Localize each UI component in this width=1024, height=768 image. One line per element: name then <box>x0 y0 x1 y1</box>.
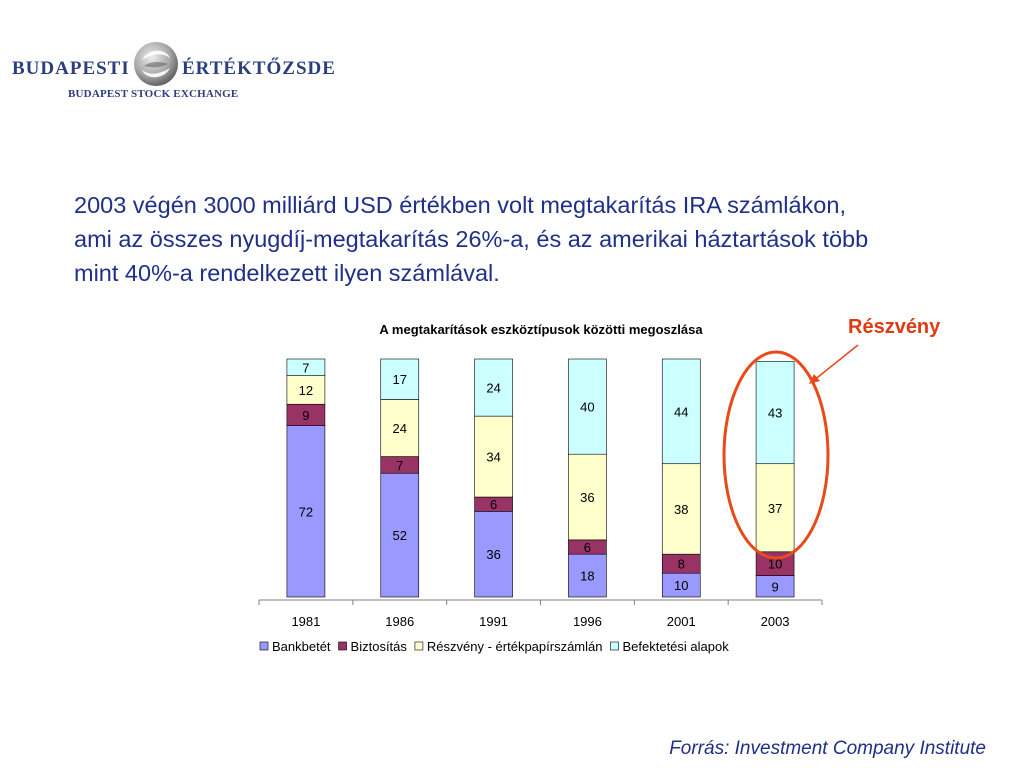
logo-text-right: ÉRTÉKTŐZSDE <box>182 58 336 79</box>
legend-label-1: Biztosítás <box>351 639 408 654</box>
legend-swatch-0 <box>259 641 269 651</box>
callout-arrow-head <box>809 374 820 384</box>
legend-label-0: Bankbetét <box>272 639 331 654</box>
intro-paragraph: 2003 végén 3000 milliárd USD értékben vo… <box>74 192 869 286</box>
bar-segment-1991-2 <box>474 415 513 498</box>
bar-segment-1996-2 <box>568 453 607 541</box>
data-label-2003-2: 37 <box>768 501 782 516</box>
x-tick-label-1996: 1996 <box>573 614 602 629</box>
logo-subtitle: BUDAPEST STOCK EXCHANGE <box>68 88 239 100</box>
data-label-1996-0: 18 <box>580 569 594 584</box>
bar-segment-1996-0 <box>568 553 607 598</box>
chart-title: A megtakarítások eszköztípusok közötti m… <box>379 322 703 337</box>
legend-swatch-2 <box>414 641 424 651</box>
data-label-1986-1: 7 <box>396 458 403 473</box>
data-label-1991-2: 34 <box>486 450 500 465</box>
data-label-1986-3: 17 <box>393 372 407 387</box>
x-tick-label-1991: 1991 <box>479 614 508 629</box>
data-label-1996-2: 36 <box>580 490 594 505</box>
legend-label-2: Részvény - értékpapírszámlán <box>427 639 603 654</box>
x-tick-label-1986: 1986 <box>385 614 414 629</box>
legend-swatch-3 <box>610 641 619 651</box>
data-label-1991-1: 6 <box>490 497 497 512</box>
data-label-1986-0: 52 <box>393 528 407 543</box>
x-tick-label-2003: 2003 <box>761 614 790 629</box>
data-label-2003-3: 43 <box>768 406 782 421</box>
highlight-ellipse <box>722 350 830 560</box>
data-label-1986-2: 24 <box>393 421 407 436</box>
bar-segment-1986-2 <box>380 399 420 457</box>
bar-segment-1991-0 <box>474 511 513 598</box>
data-label-1981-2: 12 <box>299 383 313 398</box>
legend-swatch-1 <box>338 641 347 651</box>
bar-segment-2001-2 <box>661 463 701 555</box>
legend-label-3: Befektetési alapok <box>622 639 729 654</box>
data-label-2001-2: 38 <box>674 502 688 517</box>
data-label-2003-1: 10 <box>768 557 782 572</box>
bar-segment-1986-3 <box>380 358 420 400</box>
callout-label: Részvény <box>848 316 941 338</box>
data-label-1991-3: 24 <box>486 381 500 396</box>
data-label-2001-1: 8 <box>678 557 685 572</box>
logo-swirl-icon <box>134 42 178 86</box>
data-label-1991-0: 36 <box>486 547 500 562</box>
bar-segment-2003-2 <box>755 463 795 553</box>
logo: BUDAPESTI ÉRTÉKTŐZSDE BUDAPEST STOCK EXC… <box>10 38 335 108</box>
data-label-2001-0: 10 <box>674 578 688 593</box>
bar-segment-2001-3 <box>661 358 701 465</box>
data-label-1996-3: 40 <box>580 400 594 415</box>
data-label-1981-3: 7 <box>302 360 309 375</box>
x-tick-label-2001: 2001 <box>667 614 696 629</box>
data-label-2003-0: 9 <box>771 579 778 594</box>
data-label-1996-1: 6 <box>584 540 591 555</box>
bar-segment-1991-3 <box>474 358 513 417</box>
bar-segment-1996-3 <box>568 358 607 455</box>
source-note: Forrás: Investment Company Institute <box>669 738 986 759</box>
x-tick-label-1981: 1981 <box>291 614 320 629</box>
data-label-1981-0: 72 <box>299 504 313 519</box>
callout-arrow <box>812 344 859 382</box>
data-label-1981-1: 9 <box>302 408 309 423</box>
logo-text-left: BUDAPESTI <box>12 58 130 79</box>
data-label-2001-3: 44 <box>674 404 688 419</box>
bar-segment-1981-3 <box>286 358 326 376</box>
bar-segment-2003-3 <box>755 361 795 465</box>
bar-segment-1981-0 <box>286 425 326 598</box>
bar-segment-1981-2 <box>286 375 326 405</box>
